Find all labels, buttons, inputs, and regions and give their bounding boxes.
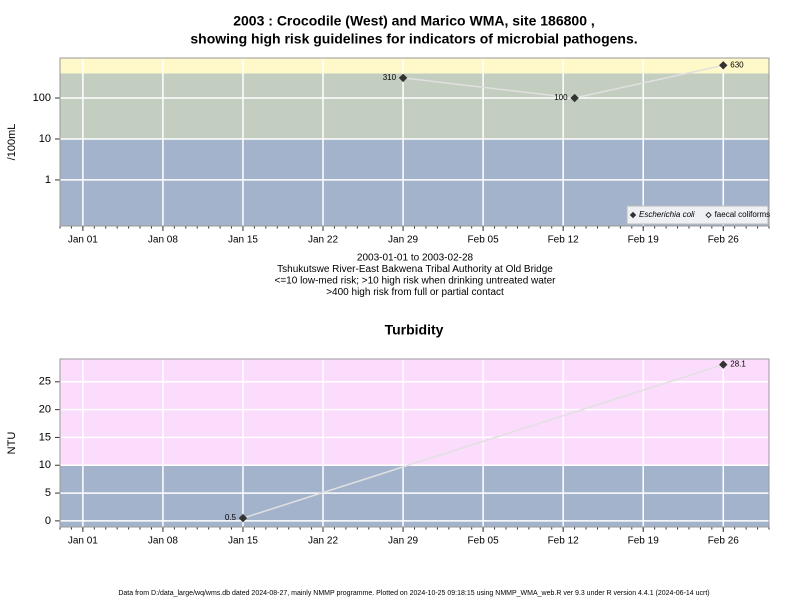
chart-title: Turbidity — [385, 322, 444, 338]
note: Tshukutswe River-East Bakwena Tribal Aut… — [277, 264, 553, 275]
x-tick-label: Feb 12 — [548, 235, 580, 246]
plot-frame — [59, 358, 770, 528]
x-tick-label: Jan 01 — [68, 536, 98, 547]
y-tick-label: 10 — [39, 459, 51, 471]
series-line — [242, 363, 724, 519]
y-tick-label: 1 — [45, 174, 51, 186]
y-tick-label: 10 — [39, 133, 51, 145]
x-tick-label: Feb 05 — [468, 536, 500, 547]
x-tick-label: Feb 05 — [468, 235, 500, 246]
data-point — [719, 360, 728, 369]
y-tick-label: 25 — [39, 376, 51, 388]
x-tick-label: Feb 19 — [628, 235, 660, 246]
data-label: 28.1 — [730, 360, 746, 369]
x-tick-label: Jan 08 — [148, 536, 178, 547]
x-tick-label: Feb 12 — [548, 536, 580, 547]
x-tick-label: Feb 19 — [628, 536, 660, 547]
legend-box — [626, 205, 769, 225]
x-tick-label: Jan 08 — [148, 235, 178, 246]
y-axis-label: /100mL — [6, 124, 18, 161]
chart-title: 2003 : Crocodile (West) and Marico WMA, … — [233, 13, 595, 29]
footer: Data from D:/data_large/wq/wms.db dated … — [118, 590, 709, 597]
note: 2003-01-01 to 2003-02-28 — [357, 253, 474, 264]
x-tick-label: Feb 26 — [708, 536, 740, 547]
data-point — [238, 513, 248, 523]
data-label: 0.5 — [225, 513, 237, 522]
y-tick-label: 5 — [45, 487, 51, 499]
y-tick-label: 20 — [39, 404, 51, 416]
data-label: 630 — [730, 60, 744, 69]
risk-band — [60, 465, 769, 527]
risk-band — [60, 73, 769, 139]
data-point — [719, 61, 728, 70]
data-label: 310 — [383, 73, 397, 82]
x-tick-label: Jan 22 — [308, 536, 338, 547]
chart-title: showing high risk guidelines for indicat… — [190, 31, 637, 47]
note: <=10 low-med risk; >10 high risk when dr… — [275, 276, 557, 287]
y-tick-label: 15 — [39, 431, 51, 443]
y-tick-label: 100 — [33, 92, 51, 104]
x-tick-label: Jan 15 — [228, 536, 258, 547]
x-tick-label: Jan 29 — [388, 536, 418, 547]
x-tick-label: Feb 26 — [708, 235, 740, 246]
y-axis-label: NTU — [6, 432, 18, 455]
y-tick-label: 0 — [45, 515, 51, 527]
data-point — [398, 73, 408, 83]
x-tick-label: Jan 29 — [388, 235, 418, 246]
data-point — [570, 93, 579, 103]
x-tick-label: Jan 01 — [68, 235, 98, 246]
note: >400 high risk from full or partial cont… — [326, 287, 504, 298]
x-tick-label: Jan 22 — [308, 235, 338, 246]
data-label: 100 — [554, 93, 568, 102]
legend-label: Escherichia coli — [639, 210, 695, 219]
legend-marker — [629, 211, 637, 219]
legend-marker — [705, 211, 712, 219]
x-tick-label: Jan 15 — [228, 235, 258, 246]
legend-label: faecal coliforms — [715, 210, 771, 219]
plot-frame — [59, 57, 770, 227]
risk-band — [60, 58, 769, 74]
risk-band — [60, 359, 769, 466]
